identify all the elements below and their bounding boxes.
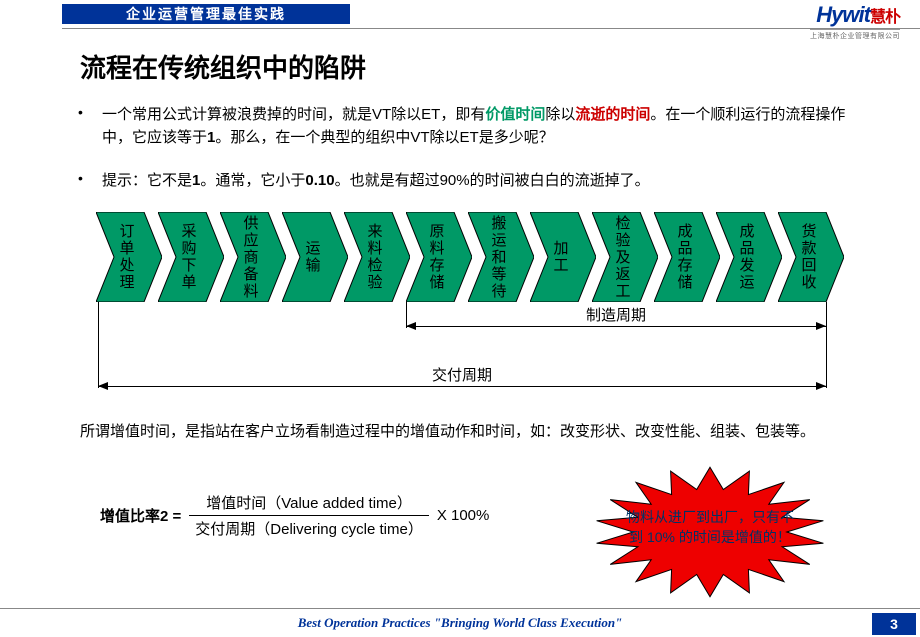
bullet-1: • 一个常用公式计算被浪费掉的时间，就是VT除以ET，即有价值时间除以流逝的时间… — [78, 104, 860, 149]
process-step-label: 成品存储 — [654, 212, 702, 302]
hl-elapsed-time: 流逝的时间 — [575, 106, 650, 123]
header-banner: 企业运营管理最佳实践 — [62, 4, 350, 24]
bullet-1-text: 一个常用公式计算被浪费掉的时间，就是VT除以ET，即有价值时间除以流逝的时间。在… — [102, 104, 860, 149]
process-step-label: 原料存储 — [406, 212, 454, 302]
dim-label: 交付周期 — [432, 364, 492, 385]
hl-value-time: 价值时间 — [485, 106, 545, 123]
formula-suffix: X 100% — [437, 507, 490, 524]
process-step: 运输 — [282, 212, 348, 302]
dim-line — [406, 326, 826, 327]
formula-fraction: 增值时间（Value added time） 交付周期（Delivering c… — [189, 490, 429, 541]
page-number: 3 — [872, 613, 916, 635]
formula-denominator: 交付周期（Delivering cycle time） — [189, 516, 429, 541]
starburst-callout: 物料从进厂到出厂，只有不 到 10% 的时间是增值的！ — [570, 460, 850, 605]
process-step: 来料检验 — [344, 212, 410, 302]
dim-line — [98, 386, 826, 387]
bullet-marker: • — [78, 170, 102, 193]
formula-numerator: 增值时间（Value added time） — [200, 490, 418, 515]
page-title: 流程在传统组织中的陷阱 — [80, 48, 366, 85]
process-flow: 订单处理采购下单供应商备料运输来料检验原料存储搬运和等待加工检验及返工成品存储成… — [96, 212, 836, 302]
process-step: 检验及返工 — [592, 212, 658, 302]
dim-tick — [98, 302, 99, 388]
process-step: 采购下单 — [158, 212, 224, 302]
process-step-label: 成品发运 — [716, 212, 764, 302]
dim-arrow-right — [816, 382, 826, 390]
process-step-label: 订单处理 — [96, 212, 144, 302]
process-step-label: 货款回收 — [778, 212, 826, 302]
process-step: 成品存储 — [654, 212, 720, 302]
logo-brand-cn: 慧朴 — [870, 9, 900, 26]
process-step: 成品发运 — [716, 212, 782, 302]
process-step-label: 采购下单 — [158, 212, 206, 302]
logo-brand-en: Hywit — [816, 2, 870, 27]
starburst-text: 物料从进厂到出厂，只有不 到 10% 的时间是增值的！ — [620, 508, 800, 547]
process-step-label: 运输 — [282, 212, 330, 302]
footer-rule — [0, 608, 920, 609]
dim-arrow-left — [406, 322, 416, 330]
process-step: 加工 — [530, 212, 596, 302]
process-step-label: 来料检验 — [344, 212, 392, 302]
process-step: 搬运和等待 — [468, 212, 534, 302]
formula: 增值比率2 = 增值时间（Value added time） 交付周期（Deli… — [100, 490, 489, 541]
header-rule — [62, 28, 920, 29]
process-step: 原料存储 — [406, 212, 472, 302]
process-step-label: 加工 — [530, 212, 578, 302]
process-step-label: 供应商备料 — [220, 212, 268, 302]
bullet-2: • 提示：它不是1。通常，它小于0.10。也就是有超过90%的时间被白白的流逝掉… — [78, 170, 860, 193]
process-step: 订单处理 — [96, 212, 162, 302]
dim-tick — [826, 302, 827, 388]
bullet-marker: • — [78, 104, 102, 149]
dim-arrow-right — [816, 322, 826, 330]
process-step-label: 检验及返工 — [592, 212, 640, 302]
process-step: 货款回收 — [778, 212, 844, 302]
explain-text: 所谓增值时间，是指站在客户立场看制造过程中的增值动作和时间，如：改变形状、改变性… — [80, 420, 860, 444]
dim-label: 制造周期 — [586, 304, 646, 325]
process-step-label: 搬运和等待 — [468, 212, 516, 302]
formula-label: 增值比率2 = — [100, 505, 181, 526]
bullet-2-text: 提示：它不是1。通常，它小于0.10。也就是有超过90%的时间被白白的流逝掉了。 — [102, 170, 860, 193]
logo: Hywit慧朴 上海慧朴企业管理有限公司 — [810, 2, 900, 41]
process-step: 供应商备料 — [220, 212, 286, 302]
dim-arrow-left — [98, 382, 108, 390]
logo-brand: Hywit慧朴 — [810, 2, 900, 28]
logo-company: 上海慧朴企业管理有限公司 — [810, 29, 900, 41]
footer-text: Best Operation Practices "Bringing World… — [0, 615, 920, 631]
